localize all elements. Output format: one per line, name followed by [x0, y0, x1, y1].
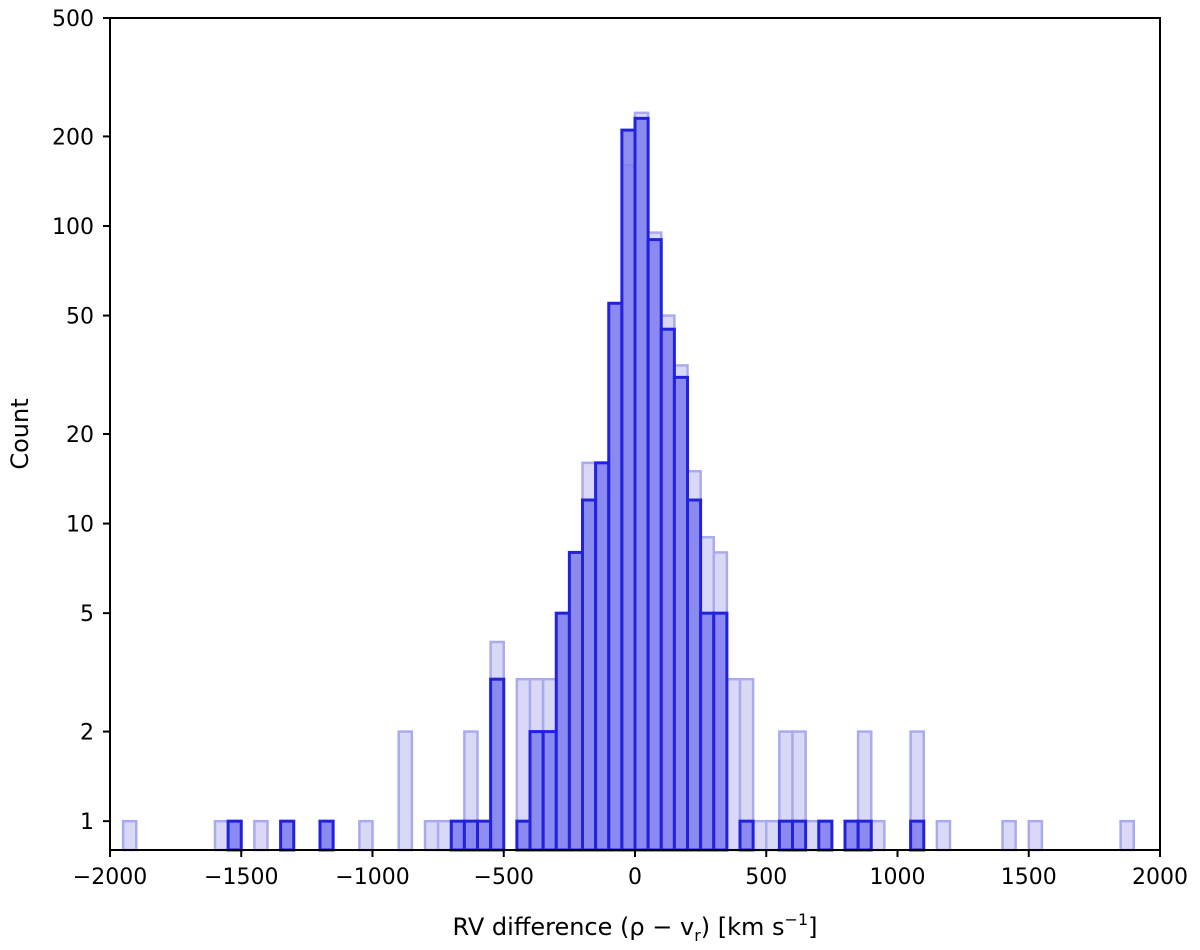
light-histogram-bar: [725, 677, 742, 852]
dark-histogram-bar: [646, 238, 663, 852]
light-histogram-bar: [121, 819, 138, 852]
light-histogram-bar: [751, 819, 768, 852]
light-histogram-bar: [935, 819, 952, 852]
dark-histogram-bar: [856, 819, 873, 852]
dark-histogram-bar: [607, 301, 624, 852]
x-axis-ticks: −2000 −1500 −1000 −500 0 500 1000 1500 2000: [73, 850, 1188, 890]
dark-histogram-bar: [594, 461, 611, 852]
dark-histogram-bar: [554, 611, 571, 852]
x-tick-label: 0: [628, 865, 642, 890]
light-histogram-bar: [213, 819, 230, 852]
dark-histogram-bar: [738, 819, 755, 852]
x-tick-label: −1500: [204, 865, 278, 890]
dark-histogram-bar: [279, 819, 296, 852]
dark-histogram-bar: [791, 819, 808, 852]
dark-histogram-bar: [462, 819, 479, 852]
dark-histogram-bar: [226, 819, 243, 852]
light-histogram-bar: [1119, 819, 1135, 852]
dark-histogram-bar: [686, 498, 703, 852]
light-histogram-bar: [765, 819, 781, 852]
dark-histogram-bar: [318, 819, 335, 852]
x-tick-label: −1000: [335, 865, 409, 890]
y-tick-label: 500: [52, 7, 94, 32]
dark-histogram-bar: [712, 611, 729, 852]
y-axis-label: Count: [6, 398, 34, 469]
dark-series-bars: [226, 116, 926, 852]
x-axis-label-superscript: −1: [785, 910, 809, 929]
dark-histogram-bar: [489, 677, 506, 852]
light-histogram-bar: [253, 819, 269, 852]
y-tick-label: 10: [66, 513, 94, 538]
dark-histogram-bar: [515, 819, 532, 852]
dark-histogram-bar: [672, 375, 689, 852]
light-histogram-bar: [870, 819, 886, 852]
x-axis-label-middle: ) [km s: [701, 913, 785, 941]
light-histogram-bar: [358, 819, 374, 852]
dark-histogram-bar: [909, 819, 926, 852]
dark-histogram-bar: [777, 819, 794, 852]
x-tick-label: −500: [474, 865, 534, 890]
light-histogram-bar: [423, 819, 440, 852]
dark-histogram-bar: [528, 730, 545, 852]
dark-histogram-bar: [843, 819, 860, 852]
y-tick-label: 2: [80, 721, 94, 746]
y-tick-label: 5: [80, 602, 94, 627]
y-axis-ticks: 1 2 5 10 20 50 100 200 500: [52, 7, 110, 835]
dark-histogram-bar: [541, 730, 558, 852]
x-tick-label: 500: [745, 865, 787, 890]
x-tick-label: 2000: [1132, 865, 1188, 890]
x-axis-label: RV difference (ρ − vr) [km s−1]: [453, 910, 818, 945]
light-histogram-bar: [436, 819, 453, 852]
y-tick-label: 20: [66, 423, 94, 448]
dark-histogram-bar: [581, 498, 598, 852]
light-histogram-bar: [804, 819, 820, 852]
dark-histogram-bar: [633, 116, 650, 852]
x-axis-label-subscript: r: [694, 926, 701, 945]
y-tick-label: 200: [52, 125, 94, 150]
dark-histogram-bar: [449, 819, 466, 852]
dark-histogram-bar: [476, 819, 493, 852]
dark-histogram-bar: [567, 550, 584, 852]
x-tick-label: 1500: [1001, 865, 1057, 890]
light-histogram-bar: [1027, 819, 1044, 852]
dark-histogram-bar: [659, 327, 676, 852]
light-histogram-bar: [397, 730, 414, 852]
dark-histogram-bar: [817, 819, 834, 852]
dark-histogram-bar: [620, 128, 637, 852]
x-tick-label: −2000: [73, 865, 147, 890]
x-tick-label: 1000: [870, 865, 926, 890]
light-histogram-bar: [1001, 819, 1017, 852]
x-axis-label-end: ]: [808, 913, 817, 941]
y-tick-label: 100: [52, 215, 94, 240]
dark-histogram-bar: [699, 611, 716, 852]
y-tick-label: 1: [80, 810, 94, 835]
y-tick-label: 50: [66, 305, 94, 330]
